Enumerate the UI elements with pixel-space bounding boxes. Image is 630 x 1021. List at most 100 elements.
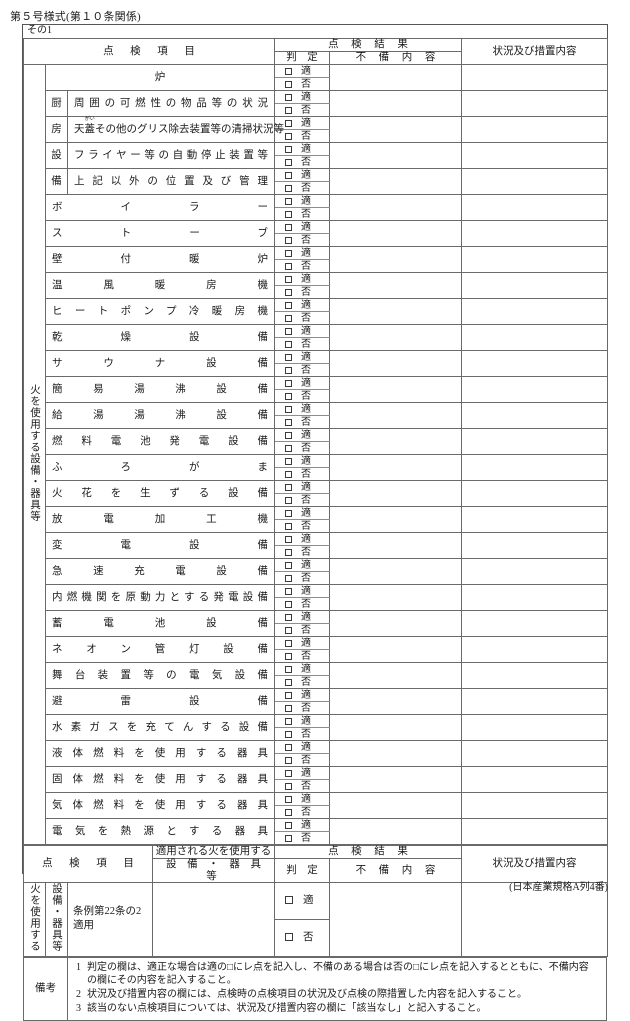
deficiency-input-19[interactable]: [329, 558, 462, 585]
judgement-fail-13[interactable]: 否: [274, 415, 330, 429]
judgement-pass-10[interactable]: 適: [274, 324, 330, 338]
checkbox-pass-icon[interactable]: [285, 379, 292, 387]
checkbox-pass-icon[interactable]: [285, 483, 292, 491]
checkbox-fail-icon[interactable]: [285, 444, 292, 452]
checkbox-fail-icon[interactable]: [285, 132, 292, 140]
judgement-pass-11[interactable]: 適: [274, 350, 330, 364]
situation-input-21[interactable]: [461, 610, 608, 637]
judgement-pass-12[interactable]: 適: [274, 376, 330, 390]
judgement-pass-27[interactable]: 適: [274, 766, 330, 780]
situation-input-3[interactable]: [461, 142, 608, 169]
judgement-fail-18[interactable]: 否: [274, 545, 330, 559]
checkbox-fail-icon[interactable]: [285, 314, 292, 322]
deficiency-input-8[interactable]: [329, 272, 462, 299]
deficiency-input-16[interactable]: [329, 480, 462, 507]
judgement-pass-14[interactable]: 適: [274, 428, 330, 442]
judgement-fail-5[interactable]: 否: [274, 207, 330, 221]
deficiency-input-21[interactable]: [329, 610, 462, 637]
judgement-pass-5[interactable]: 適: [274, 194, 330, 208]
checkbox-pass-icon[interactable]: [285, 821, 292, 829]
deficiency-input-2[interactable]: [329, 116, 462, 143]
checkbox-pass-icon[interactable]: [285, 119, 292, 127]
situation-input-17[interactable]: [461, 506, 608, 533]
checkbox-fail-icon[interactable]: [285, 522, 292, 530]
judgement-fail-23[interactable]: 否: [274, 675, 330, 689]
checkbox-fail-icon[interactable]: [285, 340, 292, 348]
checkbox-pass-icon[interactable]: [285, 223, 292, 231]
checkbox-fail-icon[interactable]: [285, 834, 292, 842]
judgement-pass-3[interactable]: 適: [274, 142, 330, 156]
bottom-situation-input[interactable]: [461, 882, 608, 957]
judgement-pass-23[interactable]: 適: [274, 662, 330, 676]
checkbox-pass-icon[interactable]: [285, 896, 293, 905]
situation-input-12[interactable]: [461, 376, 608, 403]
situation-input-0[interactable]: [461, 64, 608, 91]
judgement-fail-16[interactable]: 否: [274, 493, 330, 507]
situation-input-19[interactable]: [461, 558, 608, 585]
checkbox-pass-icon[interactable]: [285, 639, 292, 647]
checkbox-fail-icon[interactable]: [285, 626, 292, 634]
situation-input-18[interactable]: [461, 532, 608, 559]
checkbox-fail-icon[interactable]: [285, 262, 292, 270]
judgement-fail-27[interactable]: 否: [274, 779, 330, 793]
situation-input-15[interactable]: [461, 454, 608, 481]
judgement-fail-3[interactable]: 否: [274, 155, 330, 169]
situation-input-20[interactable]: [461, 584, 608, 611]
judgement-fail-7[interactable]: 否: [274, 259, 330, 273]
checkbox-fail-icon[interactable]: [285, 932, 293, 941]
deficiency-input-24[interactable]: [329, 688, 462, 715]
situation-input-6[interactable]: [461, 220, 608, 247]
situation-input-4[interactable]: [461, 168, 608, 195]
checkbox-pass-icon[interactable]: [285, 613, 292, 621]
situation-input-28[interactable]: [461, 792, 608, 819]
deficiency-input-6[interactable]: [329, 220, 462, 247]
judgement-fail-29[interactable]: 否: [274, 831, 330, 845]
checkbox-fail-icon[interactable]: [285, 808, 292, 816]
checkbox-pass-icon[interactable]: [285, 431, 292, 439]
situation-input-9[interactable]: [461, 298, 608, 325]
checkbox-pass-icon[interactable]: [285, 665, 292, 673]
judgement-pass-4[interactable]: 適: [274, 168, 330, 182]
checkbox-pass-icon[interactable]: [285, 197, 292, 205]
checkbox-fail-icon[interactable]: [285, 756, 292, 764]
checkbox-pass-icon[interactable]: [285, 769, 292, 777]
checkbox-pass-icon[interactable]: [285, 535, 292, 543]
judgement-fail-9[interactable]: 否: [274, 311, 330, 325]
checkbox-fail-icon[interactable]: [285, 548, 292, 556]
checkbox-fail-icon[interactable]: [285, 210, 292, 218]
deficiency-input-1[interactable]: [329, 90, 462, 117]
deficiency-input-22[interactable]: [329, 636, 462, 663]
checkbox-fail-icon[interactable]: [285, 470, 292, 478]
checkbox-pass-icon[interactable]: [285, 717, 292, 725]
judgement-pass-24[interactable]: 適: [274, 688, 330, 702]
deficiency-input-18[interactable]: [329, 532, 462, 559]
deficiency-input-9[interactable]: [329, 298, 462, 325]
checkbox-pass-icon[interactable]: [285, 327, 292, 335]
situation-input-7[interactable]: [461, 246, 608, 273]
judgement-fail-15[interactable]: 否: [274, 467, 330, 481]
judgement-pass-21[interactable]: 適: [274, 610, 330, 624]
bottom-judgement-fail[interactable]: 否: [274, 918, 330, 957]
deficiency-input-20[interactable]: [329, 584, 462, 611]
judgement-pass-29[interactable]: 適: [274, 818, 330, 832]
judgement-pass-18[interactable]: 適: [274, 532, 330, 546]
deficiency-input-12[interactable]: [329, 376, 462, 403]
deficiency-input-3[interactable]: [329, 142, 462, 169]
deficiency-input-5[interactable]: [329, 194, 462, 221]
situation-input-27[interactable]: [461, 766, 608, 793]
judgement-fail-1[interactable]: 否: [274, 103, 330, 117]
checkbox-fail-icon[interactable]: [285, 184, 292, 192]
situation-input-13[interactable]: [461, 402, 608, 429]
bottom-deficiency-input[interactable]: [329, 882, 462, 957]
judgement-pass-13[interactable]: 適: [274, 402, 330, 416]
judgement-fail-6[interactable]: 否: [274, 233, 330, 247]
deficiency-input-25[interactable]: [329, 714, 462, 741]
checkbox-pass-icon[interactable]: [285, 145, 292, 153]
checkbox-fail-icon[interactable]: [285, 652, 292, 660]
checkbox-fail-icon[interactable]: [285, 600, 292, 608]
checkbox-pass-icon[interactable]: [285, 93, 292, 101]
situation-input-10[interactable]: [461, 324, 608, 351]
checkbox-fail-icon[interactable]: [285, 782, 292, 790]
deficiency-input-10[interactable]: [329, 324, 462, 351]
checkbox-pass-icon[interactable]: [285, 171, 292, 179]
